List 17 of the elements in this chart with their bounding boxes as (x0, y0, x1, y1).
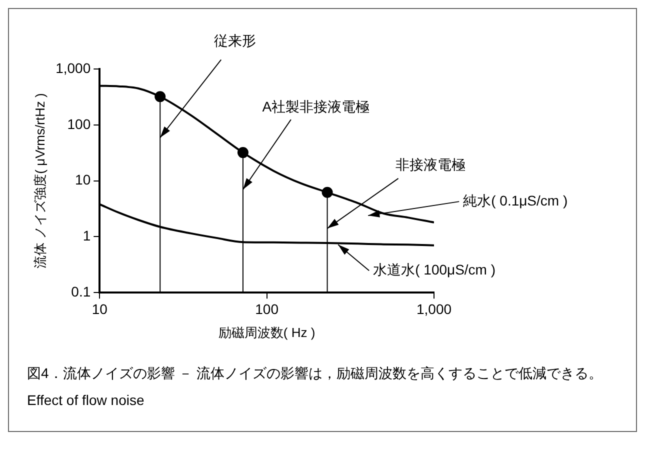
text: Effect of flow noise (27, 391, 146, 410)
x-tick-label: 1,000 (416, 300, 452, 317)
annotation: 非接液電極 (395, 156, 466, 172)
y-tick-label: 0.1 (71, 283, 91, 300)
x-tick-label: 100 (255, 300, 279, 317)
y-tick-label: 100 (67, 116, 91, 132)
y-tick-label: 1 (82, 228, 91, 244)
x-axis-title: 励磁周波数( Hz ) (218, 324, 316, 340)
text: 従来形 (214, 32, 256, 49)
text: 純水( 0.1μS/cm ) (463, 192, 568, 208)
y-tick-label: 1,000 (56, 60, 91, 76)
y-tick-label: 10 (75, 172, 91, 188)
y-axis-title: 流体 ノイズ強度( μVrms/rtHz ) (32, 93, 48, 268)
annotation: A社製非接液電極 (262, 98, 370, 114)
x-tick-label: 10 (92, 300, 108, 317)
caption: 図4．流体ノイズの影響 － 流体ノイズの影響は，励磁周波数を高くすることで低減できる。 (27, 364, 604, 383)
series-label: 水道水( 100μS/cm ) (373, 262, 496, 278)
